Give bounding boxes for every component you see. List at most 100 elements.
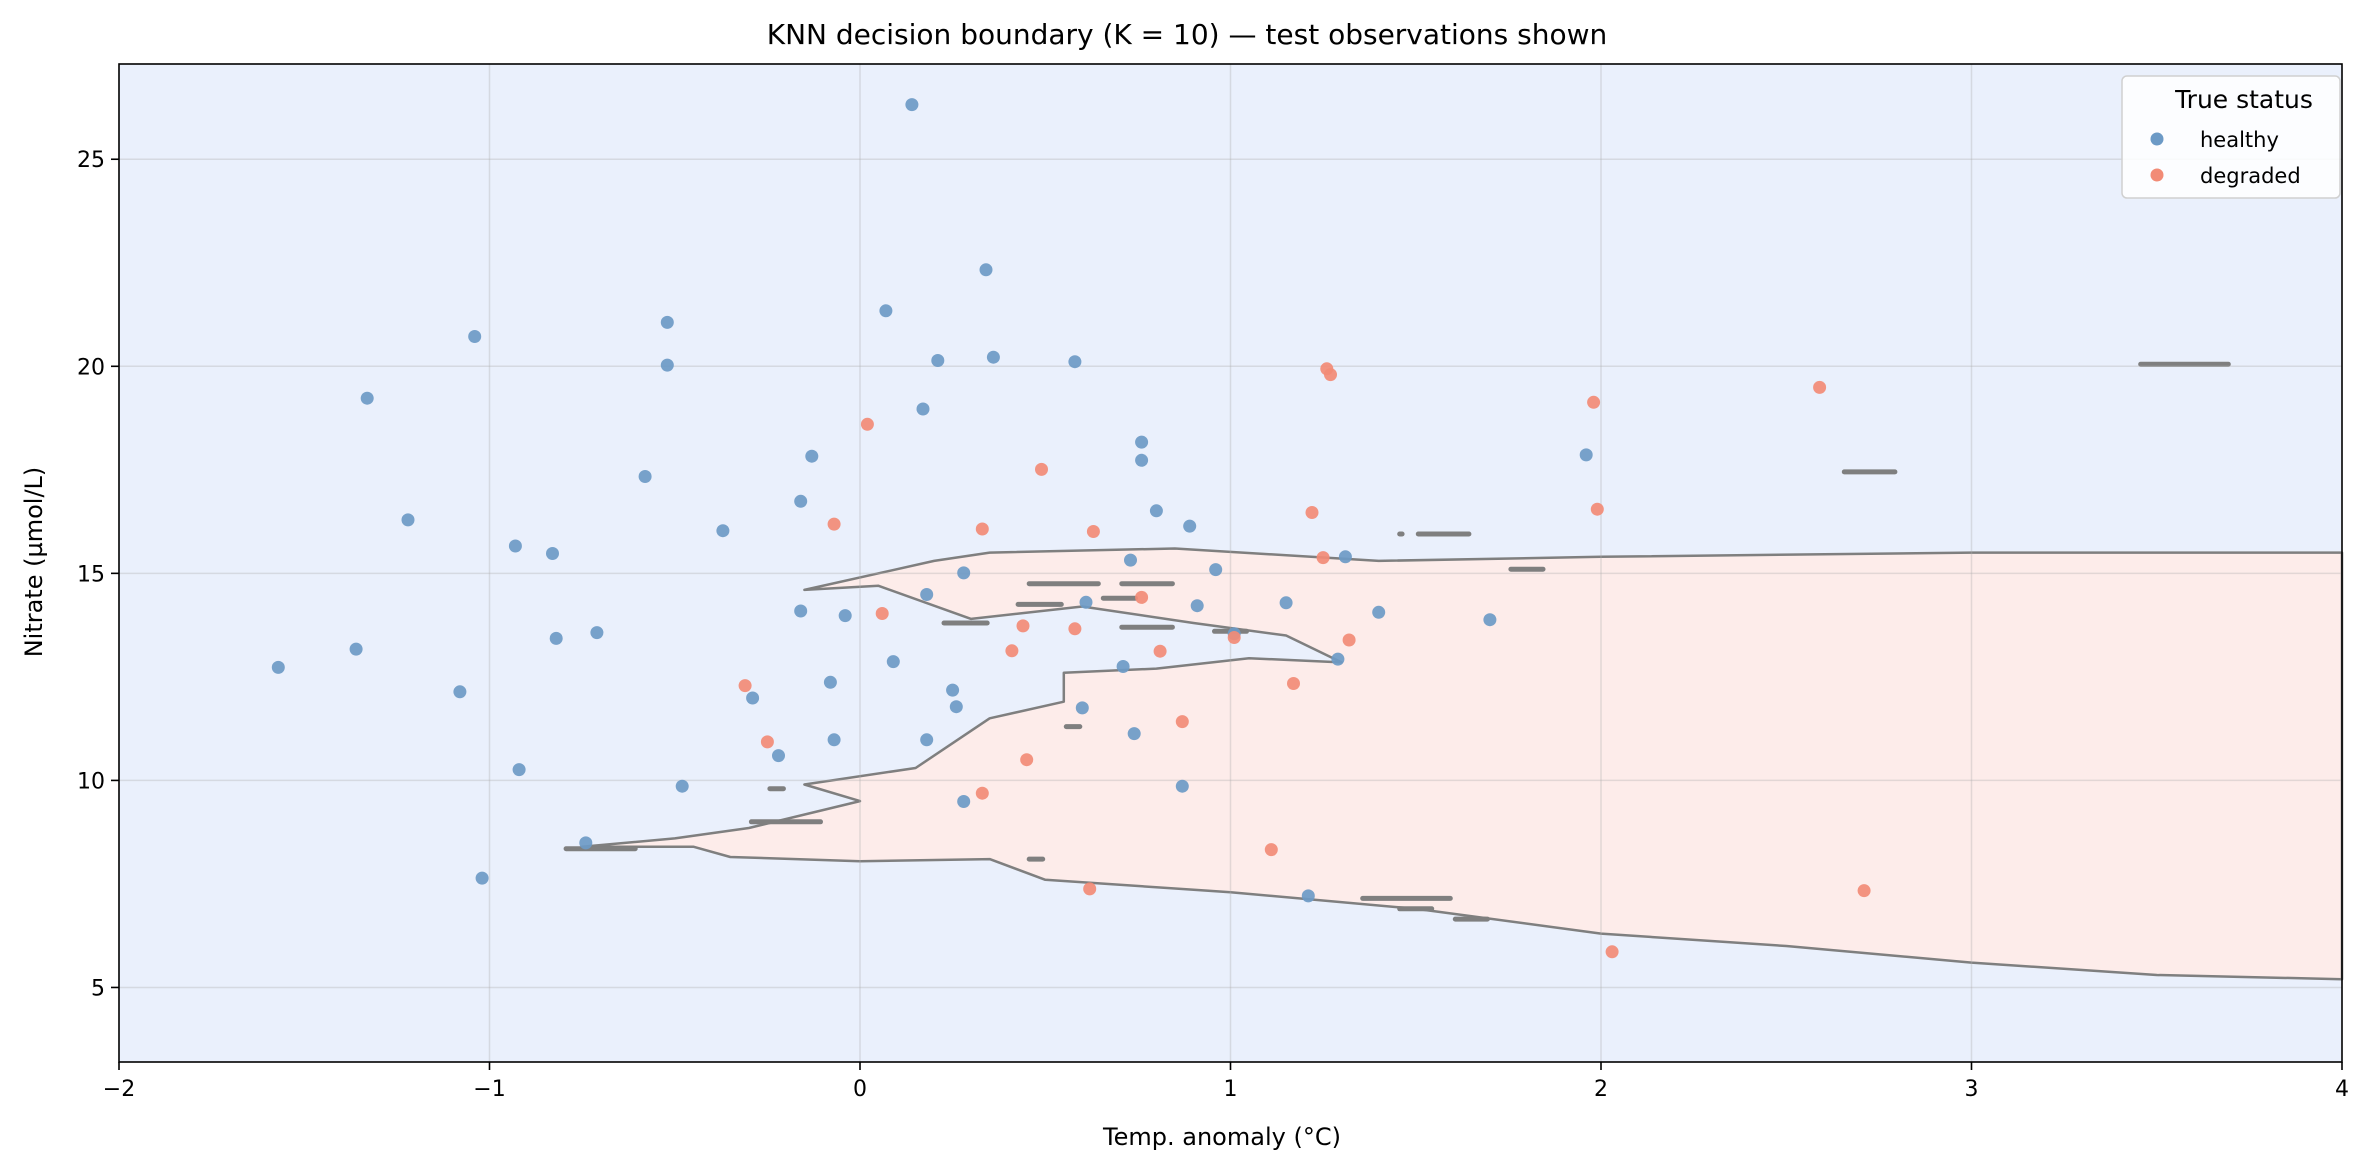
point-healthy bbox=[638, 470, 652, 483]
point-healthy bbox=[360, 391, 374, 405]
point-healthy bbox=[453, 685, 467, 699]
point-healthy bbox=[1190, 599, 1204, 613]
plot-area bbox=[118, 63, 2344, 1063]
point-healthy bbox=[675, 779, 689, 793]
point-degraded bbox=[1605, 945, 1619, 959]
point-healthy bbox=[949, 700, 963, 714]
point-degraded bbox=[1305, 506, 1319, 519]
boundary-island bbox=[1015, 601, 1064, 607]
point-degraded bbox=[975, 786, 989, 800]
point-healthy bbox=[1483, 613, 1497, 627]
y-tick-label: 15 bbox=[77, 562, 105, 587]
legend-box bbox=[2121, 75, 2341, 199]
y-tick-label: 25 bbox=[77, 148, 105, 173]
point-healthy bbox=[660, 315, 674, 329]
point-degraded bbox=[1020, 753, 1034, 767]
point-healthy bbox=[1209, 563, 1223, 577]
point-degraded bbox=[827, 517, 841, 531]
scatter-points bbox=[271, 98, 1871, 959]
point-healthy bbox=[794, 604, 808, 618]
boundary-island bbox=[1508, 566, 1546, 572]
point-healthy bbox=[957, 795, 971, 808]
x-tick-label: 2 bbox=[1594, 1077, 1608, 1102]
boundary-island bbox=[1119, 581, 1175, 587]
legend-marker-degraded bbox=[2150, 168, 2164, 182]
y-axis: 5 10 15 20 25 bbox=[77, 148, 119, 1001]
point-healthy bbox=[957, 566, 971, 580]
point-degraded bbox=[1035, 462, 1048, 476]
point-degraded bbox=[875, 607, 889, 620]
legend-title: True status bbox=[2174, 85, 2313, 114]
point-degraded bbox=[1264, 843, 1278, 857]
point-degraded bbox=[1153, 644, 1167, 658]
point-healthy bbox=[401, 513, 415, 527]
point-healthy bbox=[920, 733, 934, 747]
point-healthy bbox=[468, 330, 482, 343]
boundary-island bbox=[1100, 595, 1138, 601]
point-degraded bbox=[1083, 882, 1097, 896]
point-healthy bbox=[475, 871, 489, 885]
point-healthy bbox=[512, 763, 526, 777]
point-healthy bbox=[920, 588, 934, 601]
point-healthy bbox=[1068, 355, 1082, 369]
point-degraded bbox=[760, 735, 774, 749]
x-tick-label: 0 bbox=[853, 1077, 867, 1102]
point-degraded bbox=[1342, 633, 1356, 647]
point-healthy bbox=[879, 304, 893, 318]
point-healthy bbox=[1079, 595, 1093, 609]
point-healthy bbox=[1279, 596, 1293, 610]
boundary-island bbox=[2138, 361, 2231, 367]
point-healthy bbox=[886, 655, 900, 669]
legend-label-healthy: healthy bbox=[2200, 128, 2279, 152]
point-degraded bbox=[1324, 368, 1337, 382]
y-tick-label: 5 bbox=[91, 976, 105, 1001]
point-healthy bbox=[271, 660, 285, 674]
legend-marker-healthy bbox=[2150, 132, 2164, 146]
point-degraded bbox=[1857, 884, 1871, 898]
point-degraded bbox=[1316, 551, 1330, 565]
point-healthy bbox=[1301, 889, 1315, 903]
point-healthy bbox=[1149, 504, 1163, 518]
point-degraded bbox=[1590, 502, 1604, 516]
point-degraded bbox=[1086, 525, 1100, 538]
point-healthy bbox=[546, 547, 559, 560]
point-healthy bbox=[838, 609, 852, 623]
point-degraded bbox=[1068, 622, 1082, 636]
point-healthy bbox=[1135, 453, 1149, 467]
boundary-island bbox=[767, 786, 786, 792]
point-degraded bbox=[1587, 395, 1601, 409]
legend-label-degraded: degraded bbox=[2200, 164, 2301, 188]
legend: True status healthy degraded bbox=[2121, 75, 2341, 199]
boundary-island bbox=[1063, 724, 1083, 730]
point-healthy bbox=[1075, 701, 1089, 715]
point-healthy bbox=[772, 749, 785, 763]
point-healthy bbox=[549, 631, 563, 645]
point-healthy bbox=[1372, 605, 1386, 619]
point-healthy bbox=[1135, 435, 1149, 449]
y-axis-title: Nitrate (µmol/L) bbox=[20, 467, 48, 658]
boundary-island bbox=[1841, 469, 1898, 475]
boundary-island bbox=[1026, 856, 1046, 862]
point-healthy bbox=[1116, 660, 1130, 673]
point-healthy bbox=[805, 449, 819, 463]
point-degraded bbox=[1813, 380, 1827, 394]
point-healthy bbox=[823, 675, 837, 689]
point-healthy bbox=[827, 733, 841, 747]
boundary-island bbox=[1397, 531, 1405, 537]
grid bbox=[119, 64, 2342, 1062]
point-degraded bbox=[1005, 644, 1019, 658]
point-healthy bbox=[660, 358, 674, 372]
point-degraded bbox=[1175, 715, 1189, 729]
point-healthy bbox=[1124, 553, 1137, 567]
point-healthy bbox=[746, 691, 760, 705]
point-healthy bbox=[916, 402, 930, 416]
boundary-island bbox=[1026, 581, 1101, 587]
x-axis: −2 −1 0 1 2 3 4 bbox=[103, 1062, 2349, 1102]
y-tick-label: 20 bbox=[77, 355, 105, 380]
boundary-island bbox=[1119, 624, 1175, 630]
boundary-islands bbox=[563, 361, 2231, 922]
point-healthy bbox=[349, 642, 363, 656]
boundary-island bbox=[1415, 531, 1472, 537]
